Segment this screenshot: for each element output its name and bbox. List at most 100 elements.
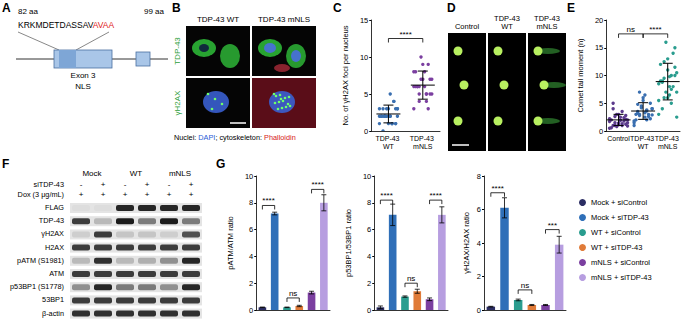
svg-text:Mock + siControl: Mock + siControl xyxy=(591,198,647,207)
svg-text:5: 5 xyxy=(364,90,368,99)
svg-text:TDP-43: TDP-43 xyxy=(375,135,401,142)
svg-text:4: 4 xyxy=(477,239,481,248)
svg-text:γH2AX: γH2AX xyxy=(173,90,182,116)
svg-text:FLAG: FLAG xyxy=(45,203,64,212)
svg-text:10: 10 xyxy=(363,172,371,181)
html-text:Control: Control xyxy=(454,22,480,31)
svg-text:ns: ns xyxy=(521,281,529,290)
svg-text:10: 10 xyxy=(360,53,368,62)
svg-text:8: 8 xyxy=(367,198,371,207)
svg-text:H2AX: H2AX xyxy=(45,243,64,252)
svg-text:TDP-43 mNLS: TDP-43 mNLS xyxy=(258,15,310,24)
svg-text:20: 20 xyxy=(595,16,603,25)
svg-text:TDP-43: TDP-43 xyxy=(655,135,681,142)
svg-text:Nuclei: DAPI; cytoskeleton: Ph: Nuclei: DAPI; cytoskeleton: Phalloidin xyxy=(174,133,296,142)
svg-text:γH2AX/H2AX ratio: γH2AX/H2AX ratio xyxy=(462,212,471,274)
svg-text:****: **** xyxy=(262,196,274,205)
svg-text:+: + xyxy=(189,180,194,189)
html-text:A: A xyxy=(2,1,11,15)
svg-text:pATM/ATM ratio: pATM/ATM ratio xyxy=(226,216,235,269)
svg-text:TDP-43: TDP-43 xyxy=(39,216,64,225)
html-text:TDP-43 mNLS: TDP-43 mNLS xyxy=(534,14,560,31)
svg-text:****: **** xyxy=(399,30,411,39)
svg-text:Mock + siTDP-43: Mock + siTDP-43 xyxy=(591,213,649,222)
svg-text:0: 0 xyxy=(249,306,253,315)
svg-text:+: + xyxy=(145,180,150,189)
svg-text:+: + xyxy=(167,190,172,199)
svg-text:mNLS: mNLS xyxy=(413,143,433,150)
html-text:B: B xyxy=(172,1,181,15)
svg-text:Dox (3 μg/mL): Dox (3 μg/mL) xyxy=(18,190,64,199)
svg-text:mNLS: mNLS xyxy=(658,143,678,150)
svg-text:15: 15 xyxy=(360,16,368,25)
svg-text:p53BP1 (S1778): p53BP1 (S1778) xyxy=(10,282,64,291)
svg-text:Comet tail moment (n): Comet tail moment (n) xyxy=(576,38,585,113)
svg-text:ns: ns xyxy=(289,289,297,298)
svg-text:mNLS + siTDP-43: mNLS + siTDP-43 xyxy=(591,273,652,282)
svg-text:****: **** xyxy=(649,25,661,34)
svg-text:ns: ns xyxy=(627,25,635,34)
svg-text:6: 6 xyxy=(367,225,371,234)
svg-text:****: **** xyxy=(429,191,441,200)
svg-text:8: 8 xyxy=(477,172,481,181)
svg-text:+: + xyxy=(145,190,150,199)
svg-text:WT: WT xyxy=(383,143,395,150)
svg-text:WT: WT xyxy=(130,169,143,178)
svg-text:6: 6 xyxy=(249,225,253,234)
svg-text:15: 15 xyxy=(595,43,603,52)
svg-text:ns: ns xyxy=(407,274,415,283)
svg-text:***: *** xyxy=(548,221,557,230)
svg-text:0: 0 xyxy=(599,127,603,136)
svg-text:5: 5 xyxy=(599,99,603,108)
svg-text:γH2AX: γH2AX xyxy=(41,229,64,238)
svg-text:-: - xyxy=(80,180,83,189)
svg-text:82 aa: 82 aa xyxy=(18,7,39,16)
svg-text:4: 4 xyxy=(367,252,371,261)
svg-text:mNLS + siControl: mNLS + siControl xyxy=(591,258,650,267)
svg-text:NLS: NLS xyxy=(75,82,91,91)
html-text:TDP-43 WT: TDP-43 WT xyxy=(494,14,520,31)
svg-text:β-actin: β-actin xyxy=(42,309,64,318)
svg-text:-: - xyxy=(168,180,171,189)
svg-text:53BP1: 53BP1 xyxy=(42,295,64,304)
svg-text:pATM (S1981): pATM (S1981) xyxy=(17,256,64,265)
svg-text:4: 4 xyxy=(249,252,253,261)
svg-text:KRKMDETDASSAVAVAA: KRKMDETDASSAVAVAA xyxy=(18,20,115,30)
svg-text:2: 2 xyxy=(477,272,481,281)
svg-text:-: - xyxy=(124,180,127,189)
svg-text:+: + xyxy=(123,190,128,199)
svg-text:p53BP1/53BP1 ratio: p53BP1/53BP1 ratio xyxy=(344,209,353,277)
svg-text:TDP-43: TDP-43 xyxy=(173,37,182,65)
svg-text:****: **** xyxy=(491,184,503,193)
svg-text:TDP-43: TDP-43 xyxy=(410,135,436,142)
html-text:G: G xyxy=(216,157,226,171)
svg-text:0: 0 xyxy=(364,127,368,136)
svg-text:10: 10 xyxy=(595,71,603,80)
svg-text:No. of γH2AX foci per nucleus: No. of γH2AX foci per nucleus xyxy=(341,25,350,125)
svg-text:WT: WT xyxy=(638,143,650,150)
svg-text:8: 8 xyxy=(249,198,253,207)
svg-text:Mock: Mock xyxy=(82,169,102,178)
svg-text:+: + xyxy=(189,190,194,199)
svg-text:****: **** xyxy=(311,180,323,189)
svg-text:99 aa: 99 aa xyxy=(144,7,165,16)
svg-text:0: 0 xyxy=(367,306,371,315)
svg-text:ATM: ATM xyxy=(49,269,64,278)
svg-text:WT + siControl: WT + siControl xyxy=(591,228,641,237)
svg-text:****: **** xyxy=(380,191,392,200)
svg-text:+: + xyxy=(101,180,106,189)
svg-text:siTDP-43: siTDP-43 xyxy=(34,180,64,189)
svg-text:TDP-43 WT: TDP-43 WT xyxy=(197,15,239,24)
svg-text:10: 10 xyxy=(245,172,253,181)
svg-text:+: + xyxy=(101,190,106,199)
svg-text:2: 2 xyxy=(367,279,371,288)
svg-text:0: 0 xyxy=(477,306,481,315)
svg-text:Exon 3: Exon 3 xyxy=(71,71,96,80)
svg-text:Control: Control xyxy=(607,135,630,142)
svg-text:mNLS: mNLS xyxy=(169,169,191,178)
svg-text:+: + xyxy=(79,190,84,199)
svg-text:WT + siTDP-43: WT + siTDP-43 xyxy=(591,243,642,252)
svg-text:2: 2 xyxy=(249,279,253,288)
svg-text:6: 6 xyxy=(477,205,481,214)
svg-text:TDP-43: TDP-43 xyxy=(630,135,656,142)
